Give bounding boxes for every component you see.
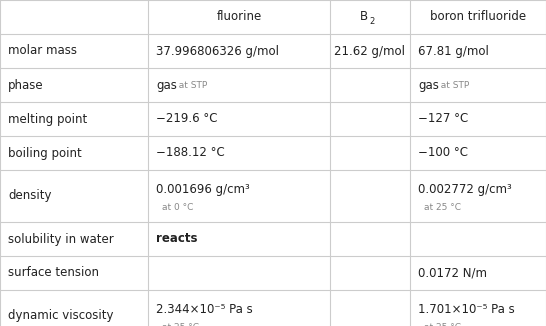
Text: gas: gas (156, 79, 177, 92)
Text: phase: phase (8, 79, 44, 92)
Text: gas: gas (418, 79, 439, 92)
Text: at 25 °C: at 25 °C (424, 323, 461, 326)
Text: molar mass: molar mass (8, 45, 77, 57)
Text: reacts: reacts (156, 232, 198, 245)
Text: 21.62 g/mol: 21.62 g/mol (335, 45, 406, 57)
Text: density: density (8, 189, 51, 202)
Text: −219.6 °C: −219.6 °C (156, 112, 217, 126)
Text: dynamic viscosity: dynamic viscosity (8, 309, 114, 322)
Text: 67.81 g/mol: 67.81 g/mol (418, 45, 489, 57)
Text: 0.0172 N/m: 0.0172 N/m (418, 266, 487, 279)
Text: at 0 °C: at 0 °C (162, 203, 193, 212)
Text: 1.701×10⁻⁵ Pa s: 1.701×10⁻⁵ Pa s (418, 303, 515, 316)
Text: 2.344×10⁻⁵ Pa s: 2.344×10⁻⁵ Pa s (156, 303, 253, 316)
Text: at STP: at STP (173, 81, 207, 90)
Text: boiling point: boiling point (8, 146, 82, 159)
Text: melting point: melting point (8, 112, 87, 126)
Text: at 25 °C: at 25 °C (424, 203, 461, 212)
Text: fluorine: fluorine (216, 10, 262, 23)
Text: at STP: at STP (435, 81, 470, 90)
Text: −127 °C: −127 °C (418, 112, 468, 126)
Text: at 25 °C: at 25 °C (162, 323, 199, 326)
Text: −188.12 °C: −188.12 °C (156, 146, 225, 159)
Text: 0.001696 g/cm³: 0.001696 g/cm³ (156, 183, 250, 196)
Text: 2: 2 (369, 17, 374, 25)
Text: B: B (360, 10, 368, 23)
Text: solubility in water: solubility in water (8, 232, 114, 245)
Text: −100 °C: −100 °C (418, 146, 468, 159)
Text: boron trifluoride: boron trifluoride (430, 10, 526, 23)
Text: 37.996806326 g/mol: 37.996806326 g/mol (156, 45, 279, 57)
Text: 0.002772 g/cm³: 0.002772 g/cm³ (418, 183, 512, 196)
Text: surface tension: surface tension (8, 266, 99, 279)
